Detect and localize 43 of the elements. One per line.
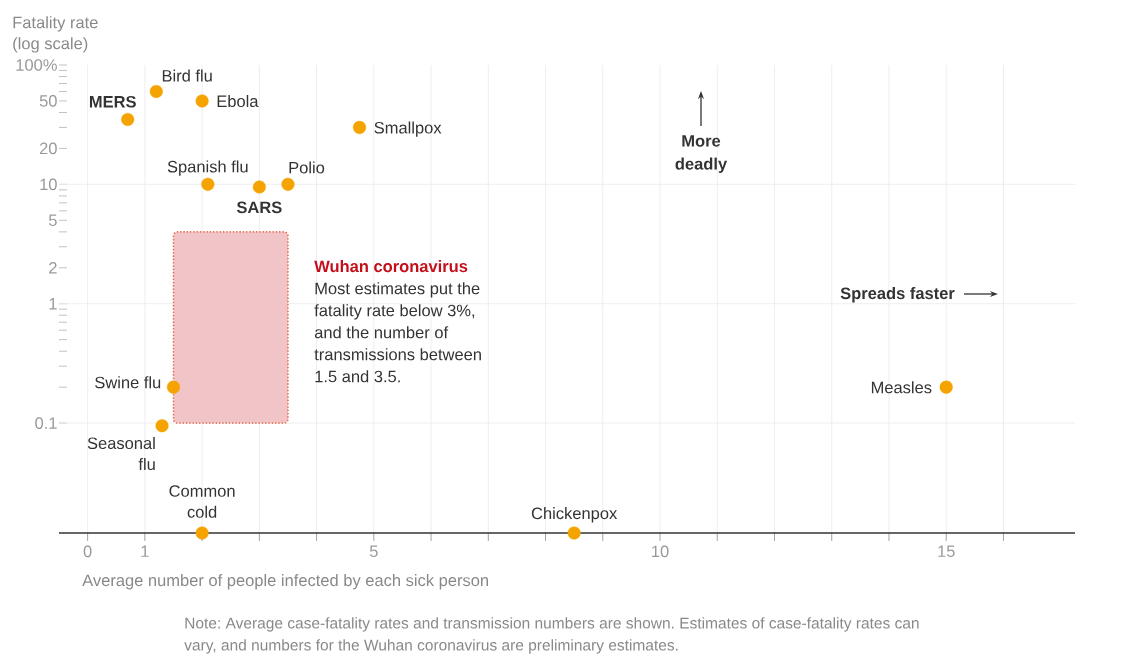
point — [567, 526, 581, 540]
point — [149, 84, 163, 98]
annotation: Bird flu — [162, 69, 212, 82]
annotation: Spreads faster — [840, 287, 955, 303]
y-tick-label: 1 — [49, 298, 57, 310]
y-tick-label: 0.1 — [35, 417, 57, 429]
annotation: Measles — [871, 381, 932, 394]
x-tick-label: 5 — [369, 545, 378, 558]
point — [201, 177, 215, 191]
point — [353, 120, 367, 134]
point — [281, 177, 295, 191]
annotation: SARS — [236, 201, 282, 214]
annotation: Ebola — [217, 94, 259, 108]
legend-label: Wuhan coronavirus — [314, 260, 468, 273]
y-tick-label: 100% — [16, 59, 57, 71]
y-tick-label: 10 — [40, 178, 57, 191]
x-tick-label: 15 — [938, 545, 955, 558]
annotation: Seasonal flu — [87, 436, 155, 471]
annotation: Chickenpox — [531, 507, 618, 523]
text: Note: Average case-fatality rates and transmission numbers are shown. Estimates of case-fatality rates can vary, and numbers for the Wuhan coronavirus are preliminary estimates. — [184, 617, 919, 654]
annotation: Most estimates put the fatality rate below 3%, and the number of transmissions between 1.5 and 3.5. — [314, 282, 481, 383]
annotation: More deadly — [675, 135, 728, 173]
annotation: MERS — [89, 95, 136, 108]
y-tick-label: 2 — [49, 262, 57, 274]
annotation: Spanish flu — [167, 160, 248, 176]
point — [195, 94, 209, 108]
point — [252, 180, 266, 194]
point — [155, 419, 169, 433]
annotation: Polio — [289, 161, 325, 174]
annotation: Common cold — [169, 485, 235, 518]
x-tick-label: 0 — [83, 545, 92, 558]
x-axis-title: Average number of people infected by each sick person — [82, 574, 489, 590]
y-tick-label: 50 — [39, 95, 57, 107]
point — [121, 112, 135, 126]
y-axis-title: Fatality rate (log scale) — [13, 16, 98, 53]
point — [939, 380, 953, 394]
y-tick-label: 20 — [39, 142, 57, 155]
x-tick-label: 10 — [652, 545, 669, 558]
point — [195, 526, 209, 540]
annotation: Swine flu — [95, 376, 161, 389]
y-tick-label: 5 — [48, 214, 57, 227]
x-tick-label: 1 — [141, 545, 149, 557]
annotation: Smallpox — [374, 121, 442, 137]
